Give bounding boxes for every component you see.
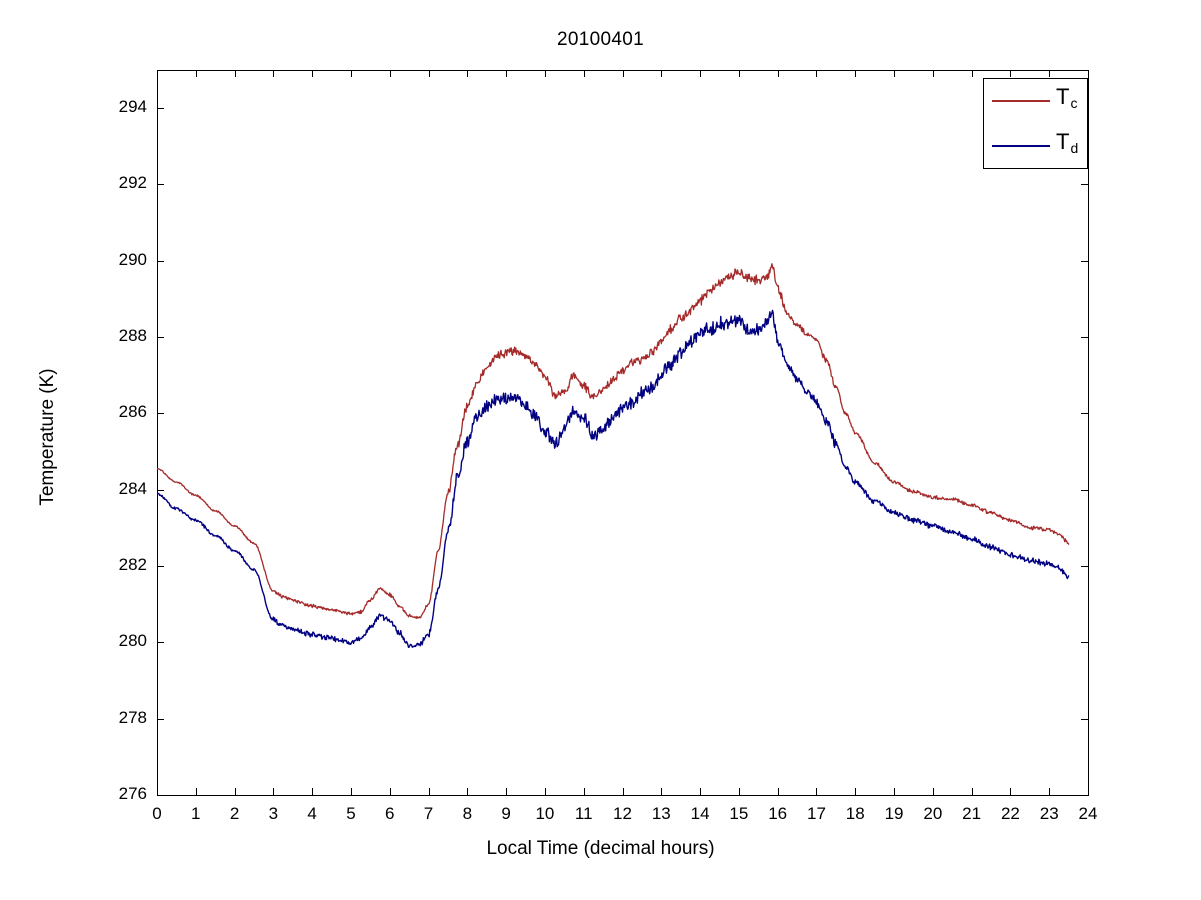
y-tick-label: 284 [118,478,147,498]
x-axis-label: Local Time (decimal hours) [486,838,715,859]
x-tick-label: 12 [613,804,632,823]
x-tick-label: 2 [229,804,240,823]
y-tick-label: 280 [118,631,147,651]
legend-swatch-tc [992,100,1050,102]
y-tick-label: 286 [118,402,147,422]
chart-title: 20100401 [557,29,644,50]
series-line-tc [157,263,1070,620]
x-tick-label: 4 [307,804,317,823]
y-tick-label: 278 [118,707,147,727]
x-tick-label: 23 [1039,804,1059,823]
x-tick-label: 14 [690,804,710,823]
x-tick-label: 22 [1000,804,1020,823]
x-tick-label: 10 [535,804,555,823]
y-tick-label: 292 [118,173,147,193]
x-tick-label: 15 [729,804,749,823]
x-tick-label: 21 [962,804,982,823]
y-tick-label: 288 [118,326,147,346]
y-tick-label: 282 [118,555,147,575]
x-tick-label: 18 [845,804,865,823]
x-tick-label: 13 [651,804,671,823]
x-tick-label: 6 [385,804,395,823]
x-tick-label: 1 [191,804,201,823]
x-tick-label: 19 [884,804,904,823]
x-tick-label: 5 [346,804,356,823]
legend-label-td: Td [1056,129,1079,156]
legend[interactable]: Tc Td [983,78,1088,169]
y-tick-label: 294 [118,97,147,117]
x-tick-label: 11 [574,804,593,823]
legend-label-tc: Tc [1056,84,1078,111]
y-tick-label: 290 [118,249,147,269]
x-tick-label: 8 [462,804,473,823]
x-tick-label: 3 [268,804,279,823]
x-tick-label: 16 [768,804,788,823]
legend-entry-tc[interactable]: Tc [984,79,1089,123]
series-line-td [157,309,1070,649]
x-tick-label: 0 [152,804,162,823]
x-tick-label: 17 [806,804,826,823]
legend-swatch-td [992,145,1050,147]
x-tick-label: 9 [501,804,511,823]
legend-entry-td[interactable]: Td [984,124,1089,168]
x-tick-label: 7 [423,804,434,823]
y-tick-label: 276 [118,784,147,803]
x-tick-label: 24 [1078,804,1098,823]
x-tick-label: 20 [923,804,943,823]
